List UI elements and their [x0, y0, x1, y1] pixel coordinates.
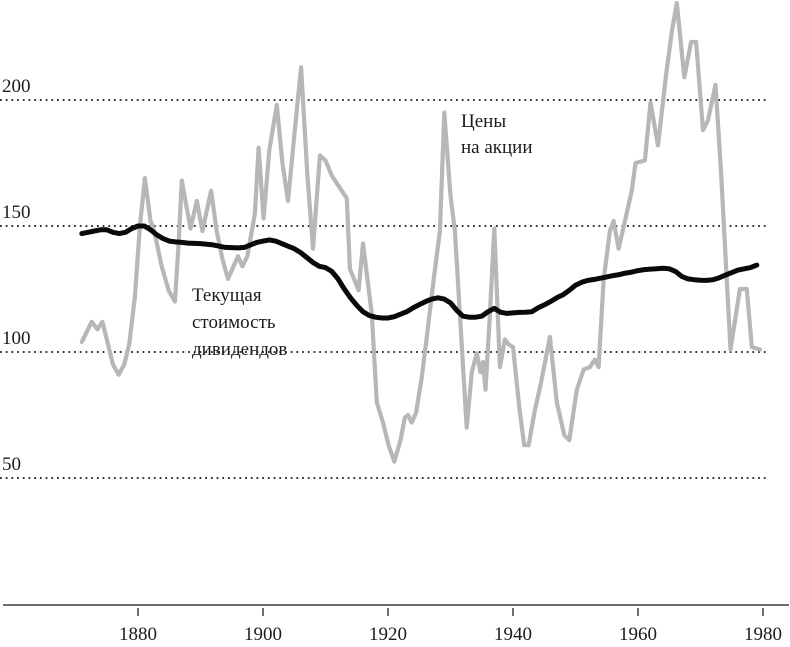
dividend-present-value-line [79, 223, 760, 321]
y-axis-label-150: 150 [2, 202, 31, 223]
y-axis-label-200: 200 [2, 76, 31, 97]
dividend-present-value-label-line-2: стоимость [192, 312, 276, 333]
dividend-present-value-label-line-1: Текущая [192, 285, 262, 306]
stock-prices-label: Цены на акции [461, 111, 533, 158]
x-axis-label-1900: 1900 [244, 624, 282, 645]
dividend-present-value-label-line-3: дивидендов [192, 339, 287, 360]
x-axis-label-1940: 1940 [494, 624, 532, 645]
y-axis-label-50: 50 [2, 454, 21, 475]
x-axis-label-1880: 1880 [119, 624, 157, 645]
dividend-present-value-label: Текущая стоимость дивидендов [192, 285, 287, 360]
stock-prices-line [79, 0, 763, 464]
x-axis-label-1920: 1920 [369, 624, 407, 645]
stock-prices-label-line-2: на акции [461, 137, 533, 158]
x-axis-label-1980: 1980 [744, 624, 782, 645]
y-axis-label-100: 100 [2, 328, 31, 349]
x-axis-label-1960: 1960 [619, 624, 657, 645]
stock-prices-label-line-1: Цены [461, 111, 506, 132]
